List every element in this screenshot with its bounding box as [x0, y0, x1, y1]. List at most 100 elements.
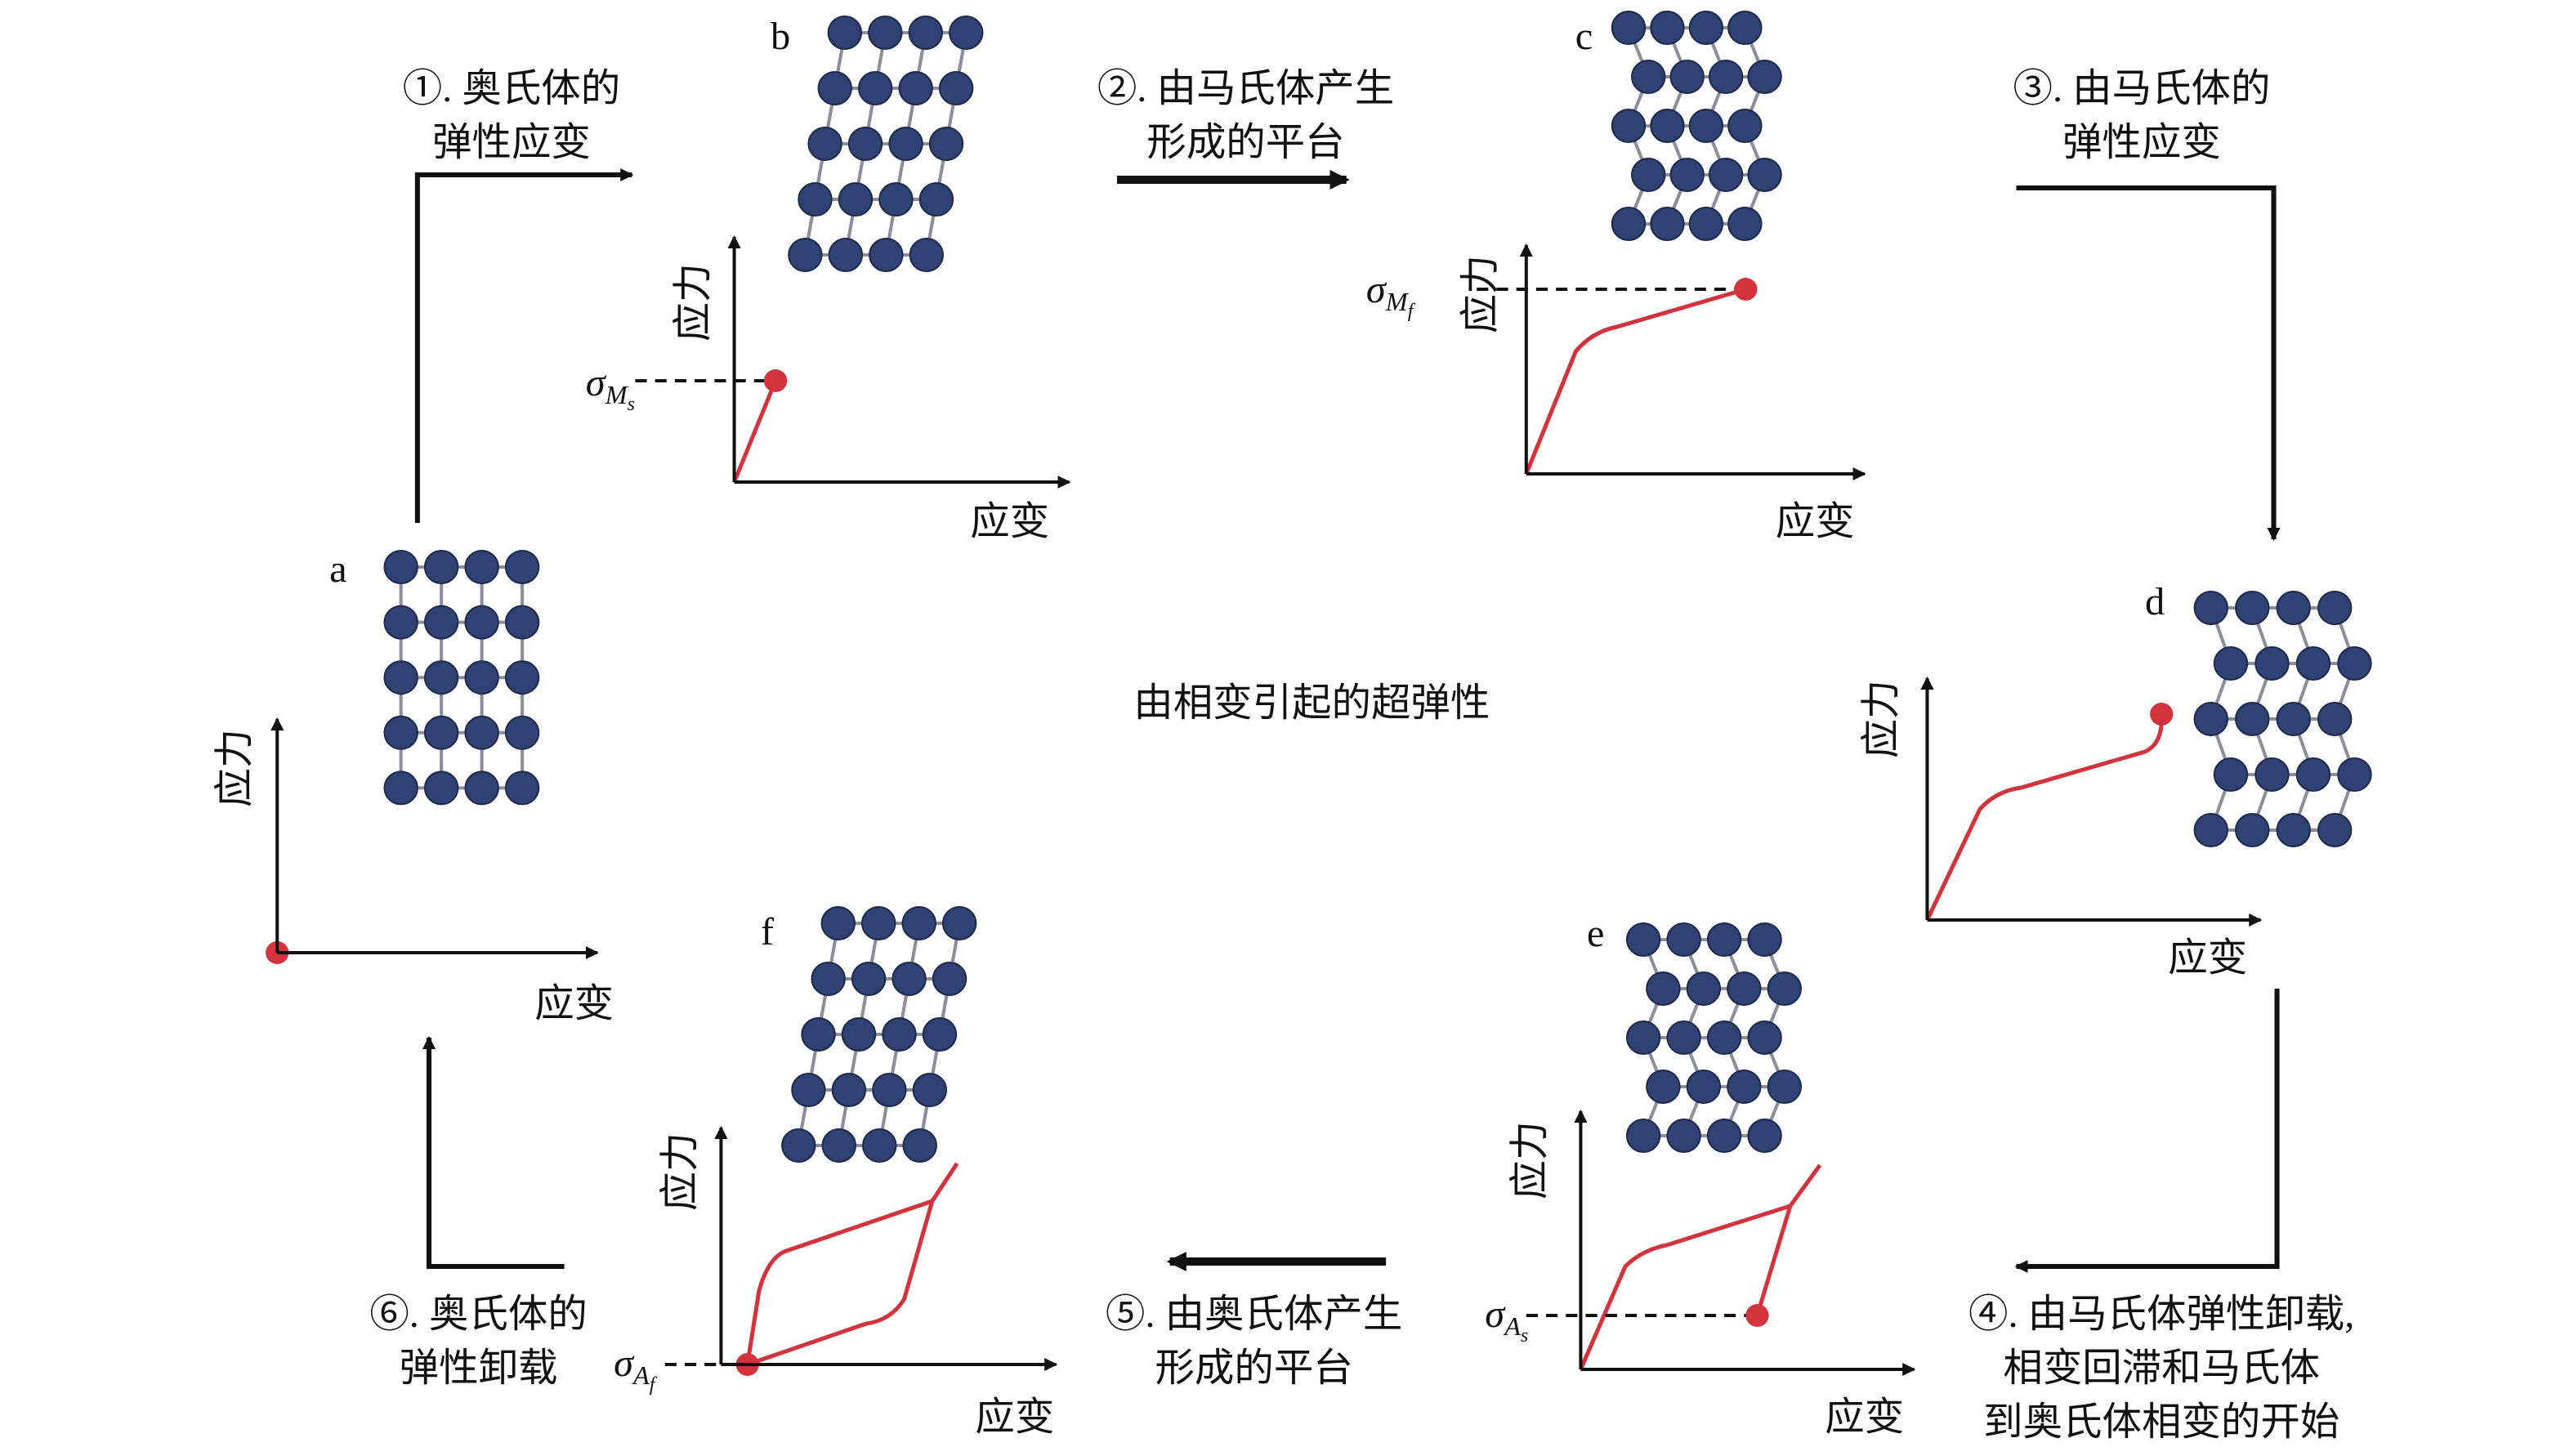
atom [1631, 60, 1666, 94]
step-caption: ③. 由马氏体的 [2013, 67, 2271, 110]
atom [862, 1128, 897, 1163]
atom [2193, 813, 2228, 847]
step-caption: ②. 由马氏体产生 [1097, 67, 1394, 110]
flow-arrow [2016, 185, 2281, 541]
lattice [2193, 591, 2372, 847]
atom [2235, 813, 2270, 847]
atom [1706, 922, 1742, 957]
step-caption: 形成的平台 [1155, 1347, 1352, 1390]
lattice [383, 550, 540, 806]
flow-arrow [422, 1036, 565, 1269]
atom [504, 715, 540, 750]
atom [869, 238, 904, 272]
atom [798, 182, 833, 217]
atom [1646, 971, 1681, 1006]
atom [2317, 702, 2353, 736]
atom [1688, 11, 1724, 45]
x-axis-title: 应变 [534, 982, 614, 1025]
atom [1706, 1119, 1742, 1153]
atom [2213, 646, 2249, 681]
sigma-subsub: s [628, 394, 635, 415]
atom [464, 550, 499, 584]
sigma-label: σMf [1366, 268, 1416, 322]
atom [1631, 158, 1666, 192]
atom [941, 906, 977, 940]
atom [949, 16, 984, 50]
atom [908, 16, 943, 50]
atom [1708, 60, 1744, 94]
step-caption: ⑤. 由奥氏体产生 [1106, 1293, 1402, 1336]
sigma-base: σ [614, 1342, 635, 1385]
atom [892, 962, 927, 996]
atom [2235, 702, 2270, 736]
atom [1666, 1021, 1701, 1055]
atom [1747, 60, 1782, 94]
atom [464, 605, 499, 640]
atom [423, 550, 459, 584]
sigma-label: σAf [614, 1342, 658, 1396]
atom [781, 1128, 816, 1163]
atom [821, 1128, 856, 1163]
atom [847, 127, 883, 161]
atom [1686, 1070, 1722, 1104]
x-axis-title: 应变 [975, 1396, 1054, 1439]
atom [1727, 1070, 1762, 1104]
step-caption: 到奥氏体相变的开始 [1983, 1400, 2339, 1444]
atom [801, 1017, 836, 1052]
atom [898, 71, 933, 105]
y-axis-title: 应力 [659, 1132, 702, 1211]
x-axis-title: 应变 [2168, 936, 2247, 980]
stress-strain-curve [1925, 713, 2164, 922]
y-axis-title: 应力 [1508, 1121, 1552, 1199]
atom [938, 71, 974, 105]
atom [807, 127, 842, 161]
atom [1625, 922, 1661, 957]
atom [464, 715, 499, 750]
atom [1650, 11, 1685, 45]
atom [888, 127, 923, 161]
sigma-sub: M [605, 380, 629, 409]
step-caption: 弹性应变 [2062, 121, 2221, 164]
atom [504, 770, 540, 806]
atom [2276, 813, 2311, 847]
stress-strain-curve [1524, 287, 1747, 475]
atom [918, 182, 954, 217]
atom [2254, 757, 2290, 792]
atom [2193, 702, 2228, 736]
atom [1650, 109, 1685, 143]
atom [423, 660, 459, 695]
atom [1747, 158, 1782, 192]
atom [868, 16, 903, 50]
atom [912, 1073, 948, 1107]
atom [2317, 591, 2353, 625]
stress-strain-curve [1579, 1163, 1822, 1370]
atom [811, 962, 846, 996]
atom [2337, 646, 2372, 681]
sigma-sub: M [1385, 287, 1410, 316]
step-caption: 弹性应变 [432, 121, 591, 164]
atom [504, 660, 540, 695]
atom [1747, 922, 1782, 957]
atom [882, 1017, 917, 1052]
panel-label: b [771, 15, 790, 58]
state-point [2150, 703, 2174, 726]
atom [2235, 591, 2270, 625]
lattice [788, 16, 984, 272]
atom [464, 660, 499, 695]
sigma-base: σ [586, 361, 607, 404]
atom [383, 715, 418, 750]
atom [383, 605, 418, 640]
atom [831, 1073, 867, 1107]
atom [1708, 158, 1744, 192]
atom [383, 550, 418, 584]
sigma-label: σMs [586, 361, 635, 415]
atom [1688, 109, 1724, 143]
sigma-base: σ [1485, 1293, 1506, 1336]
lattice [1625, 922, 1802, 1153]
sigma-sub: A [632, 1360, 650, 1390]
panel-label: c [1575, 15, 1593, 58]
atom [872, 1073, 907, 1107]
atom [1727, 109, 1763, 143]
atom [1646, 1070, 1681, 1104]
